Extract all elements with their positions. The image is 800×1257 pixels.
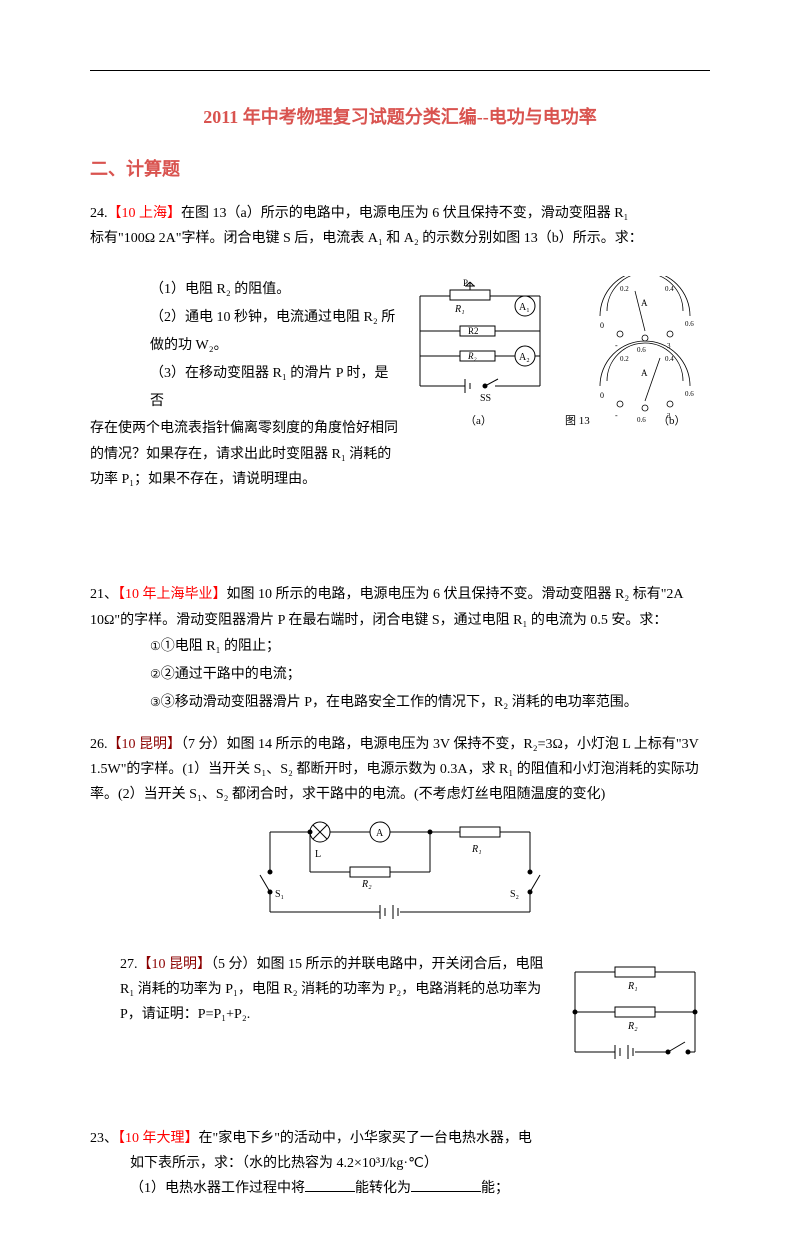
svg-text:0.6: 0.6 (637, 416, 646, 424)
caption-b: （b） (658, 414, 686, 426)
q27-diagram: R₁ R₂ (560, 957, 710, 1076)
svg-text:R₁: R₁ (454, 304, 465, 315)
blank-2[interactable] (411, 1177, 481, 1192)
svg-text:L: L (315, 849, 321, 860)
circuit-diagram-15: R₁ R₂ (560, 957, 710, 1067)
svg-text:-: - (615, 341, 618, 350)
svg-text:0.6: 0.6 (637, 346, 646, 354)
q21-number: 21、 (90, 587, 118, 602)
q26-body: （7 分）如图 14 所示的电路，电源电压为 3V 保持不变，R₂=3Ω，小灯泡… (90, 737, 699, 802)
q23-body2: 如下表所示，求：（水的比热容为 4.2×10³J/kg·℃） (90, 1151, 710, 1176)
circuit-diagram-13: SS P R₁ A₁ R2 R₂ (410, 276, 710, 426)
q27-tag: 【10 昆明】 (138, 957, 212, 972)
question-26: 26.【10 昆明】（7 分）如图 14 所示的电路，电源电压为 3V 保持不变… (90, 732, 710, 937)
section-header: 二、计算题 (90, 153, 710, 185)
question-27: R₁ R₂ 27.【10 昆明】（5 分）如图 15 所示的并联电路中 (90, 952, 710, 1086)
q24-number: 24. (90, 206, 108, 221)
blank-1[interactable] (305, 1177, 355, 1192)
q24-body1: 在图 13（a）所示的电路中，电源电压为 6 伏且保持不变，滑动变阻器 R₁ (181, 206, 628, 221)
svg-text:0.2: 0.2 (620, 285, 629, 293)
svg-text:-: - (615, 411, 618, 420)
svg-text:R₂: R₂ (627, 1021, 638, 1032)
circuit-diagram-14: S₁ S₂ L A R₂ (250, 817, 550, 927)
svg-text:0.2: 0.2 (620, 355, 629, 363)
svg-text:R₂: R₂ (361, 879, 372, 890)
caption-mid: 图 13 (565, 414, 590, 426)
q26-number: 26. (90, 737, 108, 752)
svg-text:S₂: S₂ (510, 889, 519, 900)
q21-tag: 【10 年上海毕业】 (118, 587, 227, 602)
svg-text:0.4: 0.4 (665, 355, 674, 363)
q23-body: 在"家电下乡"的活动中，小华家买了一台电热水器，电 (199, 1131, 532, 1146)
svg-text:P: P (463, 278, 468, 288)
svg-text:A: A (641, 298, 648, 308)
q23-number: 23、 (90, 1131, 118, 1146)
svg-text:R₂: R₂ (467, 351, 477, 361)
q23-sub1: （1）电热水器工作过程中将能转化为能； (90, 1176, 710, 1201)
q24-line2: 标有"100Ω 2A"字样。闭合电键 S 后，电流表 A₁ 和 A₂ 的示数分别… (90, 226, 710, 251)
svg-text:A: A (641, 368, 648, 378)
question-23: 23、【10 年大理】在"家电下乡"的活动中，小华家买了一台电热水器，电 如下表… (90, 1126, 710, 1202)
svg-text:R₁: R₁ (471, 844, 482, 855)
svg-text:0.4: 0.4 (665, 285, 674, 293)
q26-tag: 【10 昆明】 (108, 737, 182, 752)
q27-number: 27. (120, 957, 138, 972)
svg-text:SS: SS (480, 393, 491, 404)
svg-text:S₁: S₁ (275, 889, 284, 900)
question-21: 21、【10 年上海毕业】如图 10 所示的电路，电源电压为 6 伏且保持不变。… (90, 582, 710, 716)
svg-text:0: 0 (600, 321, 604, 330)
svg-text:0.6: 0.6 (685, 320, 694, 328)
svg-text:0.6: 0.6 (685, 390, 694, 398)
q24-line1: 24.【10 上海】在图 13（a）所示的电路中，电源电压为 6 伏且保持不变，… (90, 201, 710, 226)
svg-text:A₂: A₂ (519, 352, 530, 363)
svg-text:A₁: A₁ (519, 302, 530, 313)
svg-text:R2: R2 (468, 326, 479, 336)
q21-sub1: ①①电阻 R₁ 的阻止； (150, 633, 710, 661)
q26-diagram: S₁ S₂ L A R₂ (90, 817, 710, 936)
caption-a: （a） (465, 414, 492, 426)
page-title: 2011 年中考物理复习试题分类汇编--电功与电功率 (90, 101, 710, 133)
q24-tag: 【10 上海】 (108, 206, 182, 221)
q21-sub2: ②②通过干路中的电流； (150, 661, 710, 689)
svg-text:R₁: R₁ (627, 981, 638, 992)
header-rule (90, 70, 710, 71)
svg-text:0: 0 (600, 391, 604, 400)
question-24: 24.【10 上海】在图 13（a）所示的电路中，电源电压为 6 伏且保持不变，… (90, 201, 710, 492)
q23-tag: 【10 年大理】 (118, 1131, 199, 1146)
svg-text:A: A (376, 828, 384, 839)
q24-diagram: SS P R₁ A₁ R2 R₂ (410, 276, 710, 435)
q21-subitems: ①①电阻 R₁ 的阻止； ②②通过干路中的电流； ③③移动滑动变阻器滑片 P，在… (90, 633, 710, 717)
q21-sub3: ③③移动滑动变阻器滑片 P，在电路安全工作的情况下，R₂ 消耗的电功率范围。 (150, 689, 710, 717)
